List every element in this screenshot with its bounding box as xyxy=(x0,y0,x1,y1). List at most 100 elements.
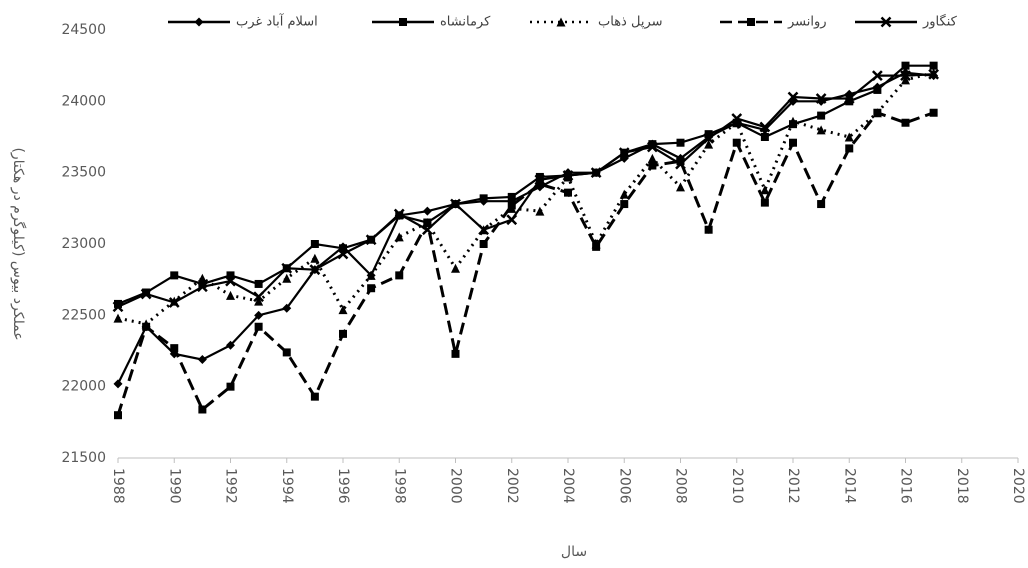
x-tick-label: 1990 xyxy=(166,468,182,504)
data-point xyxy=(168,297,180,308)
data-point xyxy=(590,167,602,179)
data-point xyxy=(506,214,518,226)
data-point xyxy=(704,139,714,149)
data-point xyxy=(732,138,741,147)
data-point xyxy=(450,198,461,210)
data-point xyxy=(226,382,235,391)
data-point xyxy=(337,248,349,260)
data-point xyxy=(226,271,235,280)
y-tick-label: 24000 xyxy=(61,93,106,109)
data-point xyxy=(478,224,490,236)
legend-marker xyxy=(556,17,566,27)
data-point xyxy=(648,161,657,170)
data-point xyxy=(281,262,293,274)
x-tick-label: 2004 xyxy=(560,468,576,504)
data-point xyxy=(789,138,797,147)
data-point xyxy=(339,329,347,338)
data-point xyxy=(339,244,347,253)
x-tick-label: 2020 xyxy=(1010,468,1026,504)
data-point xyxy=(198,279,207,288)
legend-marker xyxy=(194,17,204,27)
data-point xyxy=(310,253,320,263)
data-point xyxy=(929,61,938,70)
x-tick-label: 1988 xyxy=(110,468,126,504)
series-line xyxy=(117,71,934,326)
data-point xyxy=(564,188,572,197)
x-axis-label: سال xyxy=(561,544,587,560)
data-point xyxy=(534,174,546,186)
data-point xyxy=(226,290,235,300)
data-point xyxy=(929,108,938,117)
data-point xyxy=(535,180,544,189)
data-point xyxy=(479,194,488,203)
data-point xyxy=(845,144,854,153)
data-point xyxy=(620,200,629,209)
data-point xyxy=(393,208,405,220)
data-point xyxy=(254,310,264,320)
data-point xyxy=(648,140,657,149)
data-point xyxy=(310,240,319,248)
data-point xyxy=(365,234,377,246)
y-tick-label: 24500 xyxy=(61,22,106,38)
data-point xyxy=(282,273,292,283)
data-point xyxy=(366,270,376,280)
data-point xyxy=(395,271,404,280)
data-point xyxy=(844,132,854,142)
data-point xyxy=(845,97,854,106)
x-tick-label: 2008 xyxy=(673,468,689,504)
data-point xyxy=(787,91,799,103)
x-tick-label: 1996 xyxy=(335,468,351,504)
data-point xyxy=(843,93,855,104)
data-point xyxy=(676,138,685,147)
legend-label: کرمانشاه xyxy=(440,15,491,30)
data-point xyxy=(535,206,545,216)
data-point xyxy=(704,225,713,234)
x-tick-label: 2018 xyxy=(954,468,970,504)
data-point xyxy=(507,192,516,201)
data-point xyxy=(394,232,404,242)
data-point xyxy=(423,218,432,227)
data-point xyxy=(422,206,432,216)
legend-marker xyxy=(747,18,755,26)
data-point xyxy=(254,279,263,288)
series-line xyxy=(117,73,934,308)
x-tick-label: 2000 xyxy=(448,468,464,504)
x-tick-label: 2012 xyxy=(785,468,801,504)
x-tick-label: 2006 xyxy=(616,468,632,504)
data-point xyxy=(928,68,940,80)
data-point xyxy=(619,189,629,199)
data-point xyxy=(309,264,321,276)
x-tick-label: 1998 xyxy=(391,468,407,504)
data-point xyxy=(731,113,743,124)
data-point xyxy=(817,111,826,120)
data-point xyxy=(367,284,376,293)
data-point xyxy=(675,158,686,170)
data-point xyxy=(815,93,827,104)
data-point xyxy=(254,296,264,306)
data-point xyxy=(646,141,658,153)
data-point xyxy=(226,340,235,350)
data-point xyxy=(114,299,122,308)
y-tick-label: 22500 xyxy=(61,307,106,323)
data-point xyxy=(562,170,574,181)
data-point xyxy=(282,348,291,357)
data-point xyxy=(451,349,460,358)
data-point xyxy=(253,291,265,303)
data-point xyxy=(760,133,769,141)
data-point xyxy=(788,116,798,126)
x-tick-label: 1994 xyxy=(279,468,295,504)
data-point xyxy=(760,198,769,207)
legend-marker xyxy=(399,18,407,26)
data-point xyxy=(676,182,685,192)
data-point xyxy=(198,405,207,414)
data-point xyxy=(676,157,685,166)
data-point xyxy=(114,411,122,420)
data-point xyxy=(310,392,319,401)
data-point xyxy=(170,344,179,353)
data-point xyxy=(197,355,207,365)
data-point xyxy=(900,70,911,82)
series-line xyxy=(116,110,935,416)
data-point xyxy=(113,313,123,323)
data-point xyxy=(421,224,433,236)
